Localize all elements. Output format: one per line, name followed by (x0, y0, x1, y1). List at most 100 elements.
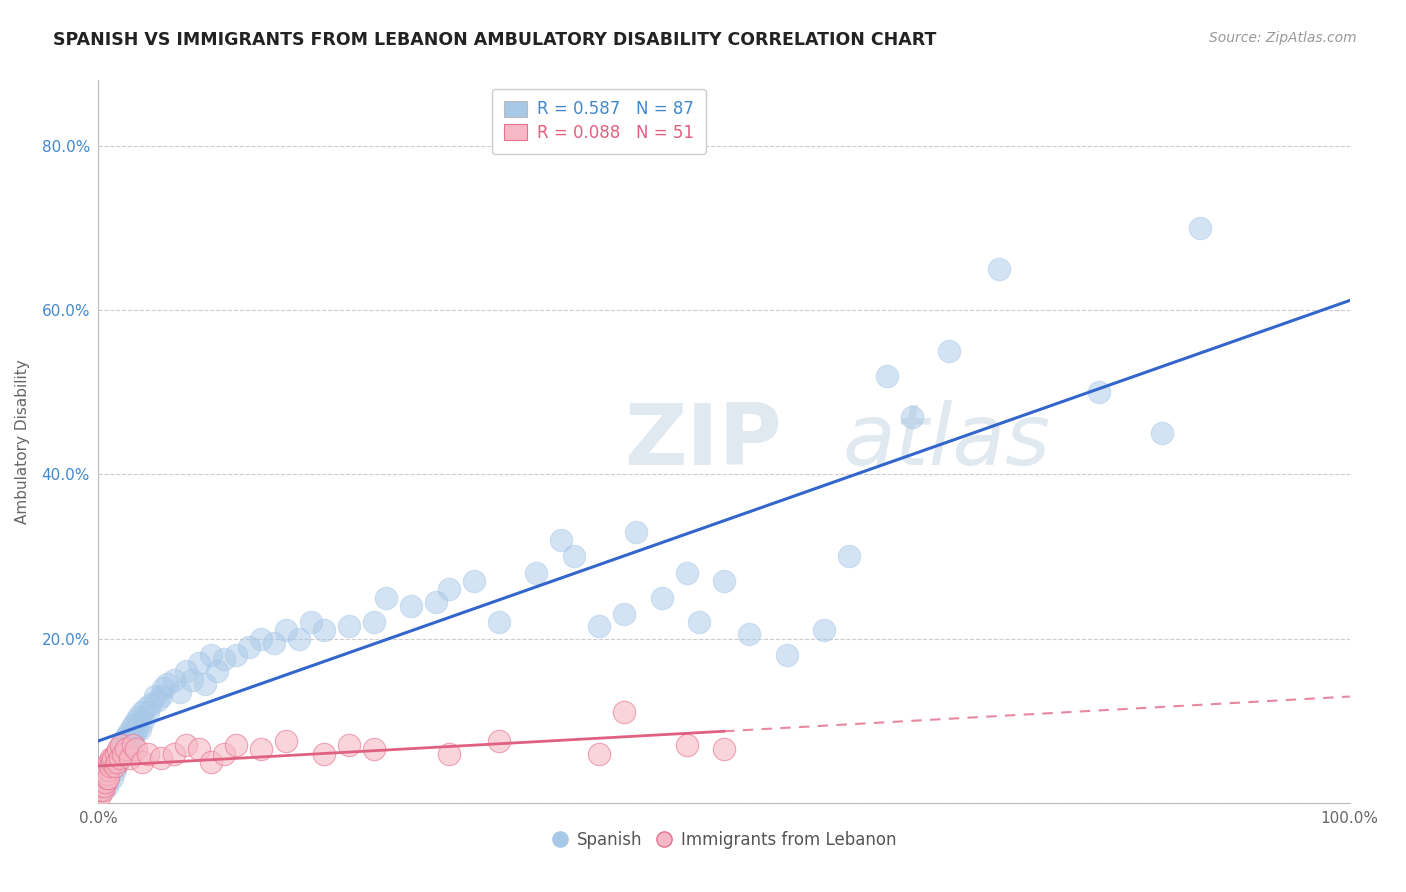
Point (437, 747, 460, 761)
Point (139, 698, 162, 712)
Point (118, 739, 141, 753)
Point (122, 718, 145, 732)
Point (97, 767, 120, 781)
Point (169, 685, 191, 699)
Point (105, 747, 128, 761)
Point (174, 665, 197, 679)
Point (89, 788, 111, 802)
Point (118, 750, 141, 764)
Point (813, 624, 835, 638)
Text: Source: ZipAtlas.com: Source: ZipAtlas.com (1209, 31, 1357, 45)
Point (250, 632, 273, 646)
Point (115, 730, 138, 744)
Point (626, 524, 648, 539)
Point (363, 615, 385, 630)
Point (94, 775, 117, 789)
Legend: Spanish, Immigrants from Lebanon: Spanish, Immigrants from Lebanon (546, 824, 903, 856)
Point (337, 739, 360, 753)
Point (212, 747, 235, 761)
Point (93, 780, 115, 794)
Point (98, 759, 121, 773)
Point (162, 673, 184, 687)
Point (187, 657, 209, 671)
Point (181, 673, 204, 687)
Point (688, 615, 710, 630)
Point (101, 771, 124, 785)
Point (375, 591, 398, 605)
Point (143, 689, 166, 703)
Point (96, 771, 118, 785)
Point (112, 734, 135, 748)
Point (613, 607, 636, 621)
Point (675, 566, 697, 580)
Point (107, 742, 129, 756)
Point (120, 722, 142, 736)
Point (238, 640, 260, 654)
Point (115, 742, 138, 756)
Point (738, 627, 761, 641)
Point (312, 624, 335, 638)
Point (650, 591, 672, 605)
Point (131, 755, 153, 769)
Point (588, 747, 610, 761)
Point (93, 775, 115, 789)
Point (488, 734, 510, 748)
Point (108, 750, 131, 764)
Point (776, 648, 799, 662)
Point (162, 747, 184, 761)
Point (93, 767, 115, 781)
Point (138, 706, 160, 720)
Point (103, 750, 125, 764)
Point (104, 759, 127, 773)
Point (174, 739, 197, 753)
Point (401, 599, 423, 613)
Point (104, 747, 127, 761)
Point (274, 734, 298, 748)
Point (112, 747, 135, 761)
Point (1088, 385, 1111, 400)
Point (90, 775, 112, 789)
Point (299, 615, 322, 630)
Point (1188, 221, 1211, 235)
Point (93, 763, 115, 777)
Point (900, 409, 922, 424)
Text: atlas: atlas (844, 400, 1050, 483)
Point (150, 750, 173, 764)
Point (101, 755, 124, 769)
Point (110, 739, 132, 753)
Text: ZIP: ZIP (624, 400, 782, 483)
Y-axis label: Ambulatory Disability: Ambulatory Disability (15, 359, 31, 524)
Point (91, 783, 114, 797)
Point (125, 742, 148, 756)
Point (938, 344, 960, 359)
Point (152, 681, 174, 695)
Point (200, 755, 222, 769)
Point (96, 780, 118, 794)
Point (94, 771, 117, 785)
Point (91, 771, 114, 785)
Point (103, 755, 125, 769)
Point (713, 742, 735, 756)
Point (138, 747, 160, 761)
Point (107, 755, 129, 769)
Point (250, 742, 273, 756)
Point (675, 739, 697, 753)
Point (1150, 426, 1173, 441)
Point (150, 689, 173, 703)
Point (135, 701, 157, 715)
Point (115, 742, 138, 756)
Point (287, 632, 309, 646)
Point (156, 677, 179, 691)
Point (425, 594, 447, 608)
Point (363, 742, 385, 756)
Point (988, 262, 1011, 277)
Point (98, 763, 121, 777)
Point (98, 755, 121, 769)
Point (312, 747, 335, 761)
Point (104, 750, 127, 764)
Point (274, 624, 298, 638)
Point (93, 780, 115, 794)
Point (90, 780, 112, 794)
Point (562, 549, 585, 564)
Point (96, 767, 118, 781)
